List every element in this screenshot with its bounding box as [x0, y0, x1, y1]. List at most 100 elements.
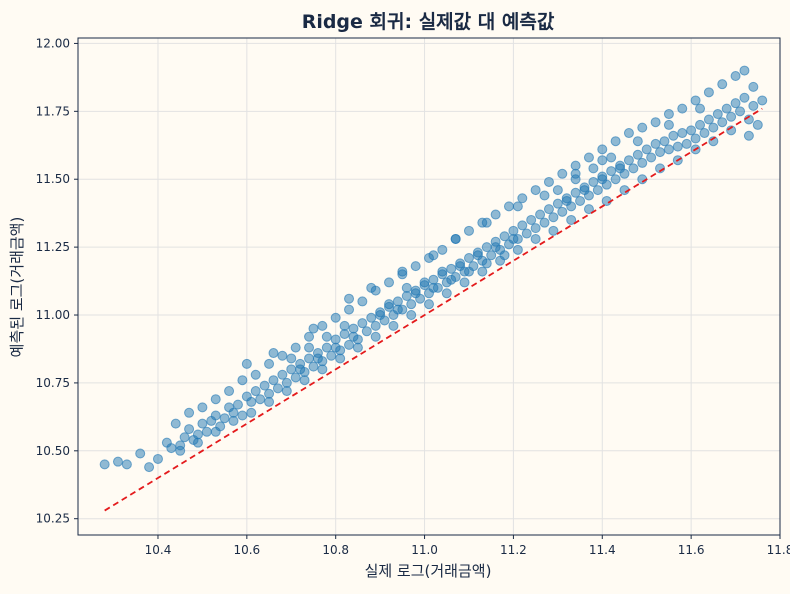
data-point — [344, 293, 355, 304]
data-point — [512, 244, 523, 255]
data-point — [717, 117, 728, 128]
data-point — [264, 396, 275, 407]
data-point — [237, 410, 248, 421]
data-point — [210, 394, 221, 405]
data-point — [641, 144, 652, 155]
data-point — [419, 277, 430, 288]
data-point — [210, 410, 221, 421]
data-point — [304, 353, 315, 364]
data-point — [290, 342, 301, 353]
data-point — [588, 176, 599, 187]
data-point — [99, 459, 110, 470]
data-point — [597, 174, 608, 185]
data-point — [144, 462, 155, 473]
data-point — [175, 445, 186, 456]
data-point — [361, 326, 372, 337]
data-point — [295, 364, 306, 375]
data-point — [561, 195, 572, 206]
x-tick-label: 10.8 — [322, 543, 349, 557]
data-point — [503, 201, 514, 212]
data-point — [739, 65, 750, 76]
x-tick-label: 10.4 — [145, 543, 172, 557]
data-point — [392, 304, 403, 315]
data-point — [730, 98, 741, 109]
data-point — [366, 312, 377, 323]
data-point — [606, 152, 617, 163]
data-point — [321, 342, 332, 353]
data-point — [259, 380, 270, 391]
data-point — [357, 318, 368, 329]
data-point — [490, 242, 501, 253]
data-point — [543, 204, 554, 215]
data-point — [730, 71, 741, 82]
data-point — [317, 364, 328, 375]
data-point — [441, 288, 452, 299]
data-point — [752, 119, 763, 130]
data-point — [210, 426, 221, 437]
data-point — [650, 138, 661, 149]
data-point — [410, 261, 421, 272]
data-point — [170, 418, 181, 429]
data-point — [437, 244, 448, 255]
data-point — [597, 144, 608, 155]
y-tick-label: 11.75 — [36, 104, 70, 118]
data-point — [490, 209, 501, 220]
data-point — [663, 119, 674, 130]
data-point — [668, 130, 679, 141]
data-point — [112, 456, 123, 467]
data-point — [397, 266, 408, 277]
data-point — [632, 136, 643, 147]
data-point — [690, 95, 701, 106]
data-point — [308, 323, 319, 334]
data-point — [410, 288, 421, 299]
data-point — [646, 152, 657, 163]
data-point — [548, 225, 559, 236]
data-point — [281, 386, 292, 397]
data-point — [677, 128, 688, 139]
data-point — [406, 310, 417, 321]
data-point — [530, 185, 541, 196]
data-point — [197, 402, 208, 413]
data-point — [486, 250, 497, 261]
data-point — [681, 138, 692, 149]
data-point — [192, 437, 203, 448]
data-point — [615, 163, 626, 174]
data-point — [712, 109, 723, 120]
data-point — [477, 266, 488, 277]
data-point — [539, 190, 550, 201]
data-point — [384, 299, 395, 310]
reference-line — [104, 107, 763, 512]
data-point — [268, 375, 279, 386]
data-point — [277, 369, 288, 380]
data-point — [330, 342, 341, 353]
data-point — [339, 320, 350, 331]
data-point — [463, 252, 474, 263]
y-tick-label: 10.25 — [36, 512, 70, 526]
data-point — [517, 220, 528, 231]
data-point — [721, 103, 732, 114]
data-point — [703, 87, 714, 98]
data-point — [748, 81, 759, 92]
data-point — [437, 266, 448, 277]
x-axis-ticks: 10.4 10.6 10.8 11.0 11.2 11.4 11.6 11.8 — [145, 535, 790, 557]
data-point — [663, 109, 674, 120]
x-tick-label: 10.6 — [233, 543, 260, 557]
data-point — [455, 261, 466, 272]
data-point — [428, 250, 439, 261]
data-point — [543, 176, 554, 187]
data-point — [583, 152, 594, 163]
data-point — [406, 299, 417, 310]
data-point — [690, 133, 701, 144]
x-tick-label: 11.0 — [411, 543, 438, 557]
data-point — [446, 263, 457, 274]
data-point — [663, 144, 674, 155]
data-point — [726, 111, 737, 122]
data-point — [250, 369, 261, 380]
data-point — [575, 195, 586, 206]
data-point — [224, 386, 235, 397]
data-point — [366, 282, 377, 293]
data-point — [401, 282, 412, 293]
data-point — [472, 250, 483, 261]
data-point — [201, 426, 212, 437]
